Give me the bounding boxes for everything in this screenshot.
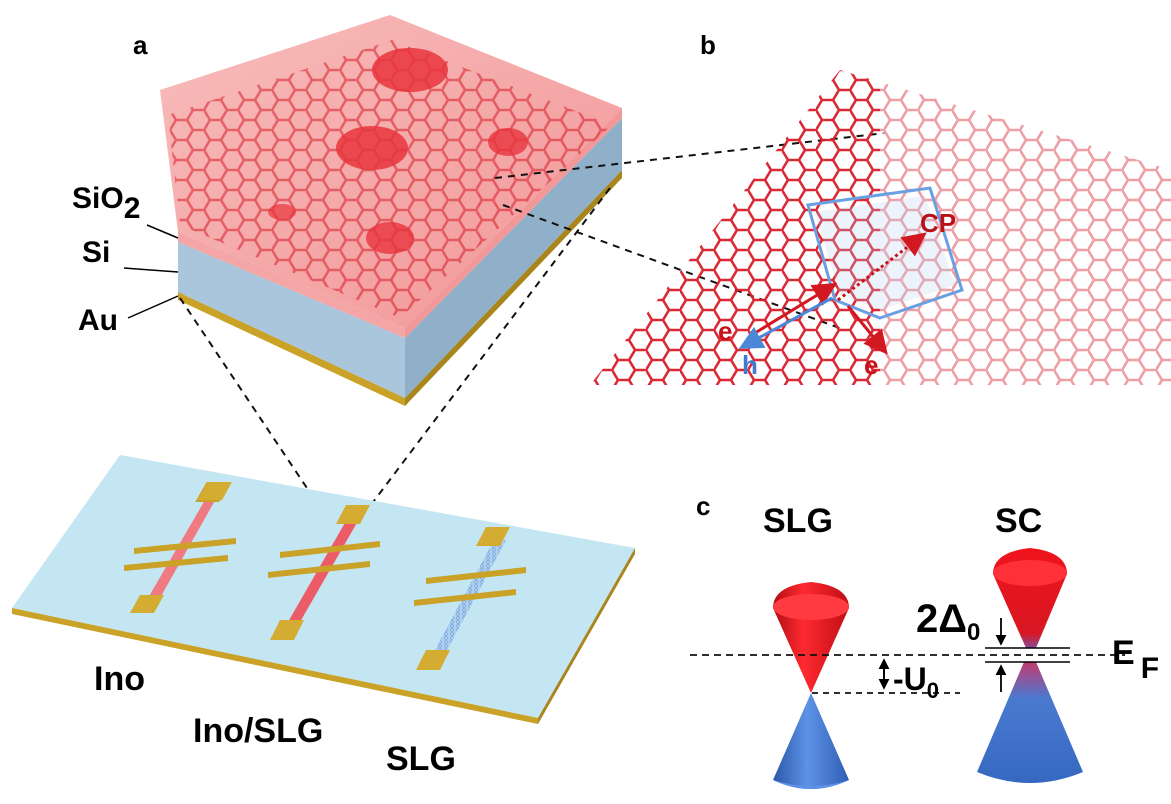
panel-label-c: c [696,491,710,521]
inclusion-blob [268,204,296,220]
slg-dirac-cone [773,582,849,789]
inclusion-blob [366,222,414,254]
label-sc-band: SC [995,502,1042,540]
label-slg-band: SLG [763,502,833,540]
label-cp: CP [920,208,956,238]
label-slg-device: SLG [386,740,456,778]
label-sio2: SiO2 [72,182,140,225]
label-u0: -U0 [893,661,939,703]
label-gap: 2Δ0 [916,597,980,646]
inclusion-blob [372,48,448,92]
inclusion-blob [336,126,408,170]
panel-label-b: b [700,30,716,60]
label-h: h [742,350,758,380]
sio2-layer-front [178,232,405,338]
leader-au [127,295,179,319]
label-si: Si [82,236,110,269]
panel-label-a: a [133,30,148,60]
device-ino [124,482,236,613]
label-e-out: e [864,350,878,380]
arrow-h [738,296,833,349]
label-ino: Ino [94,660,145,698]
leader-sio2 [146,224,179,239]
label-e-in: e [718,316,732,346]
label-au: Au [78,304,118,337]
leader-si [123,267,179,273]
au-layer [178,292,405,406]
device-ino-slg [268,505,380,640]
projection-line [351,187,611,531]
sc-gapped-cone [977,548,1083,783]
inclusion-blob [488,128,528,156]
label-ino-slg: Ino/SLG [193,712,323,750]
layered-box [160,15,622,406]
si-layer-front [178,242,405,398]
arrow-e-out [846,305,888,355]
substrate-chip [12,455,635,724]
device-slg [414,527,526,670]
